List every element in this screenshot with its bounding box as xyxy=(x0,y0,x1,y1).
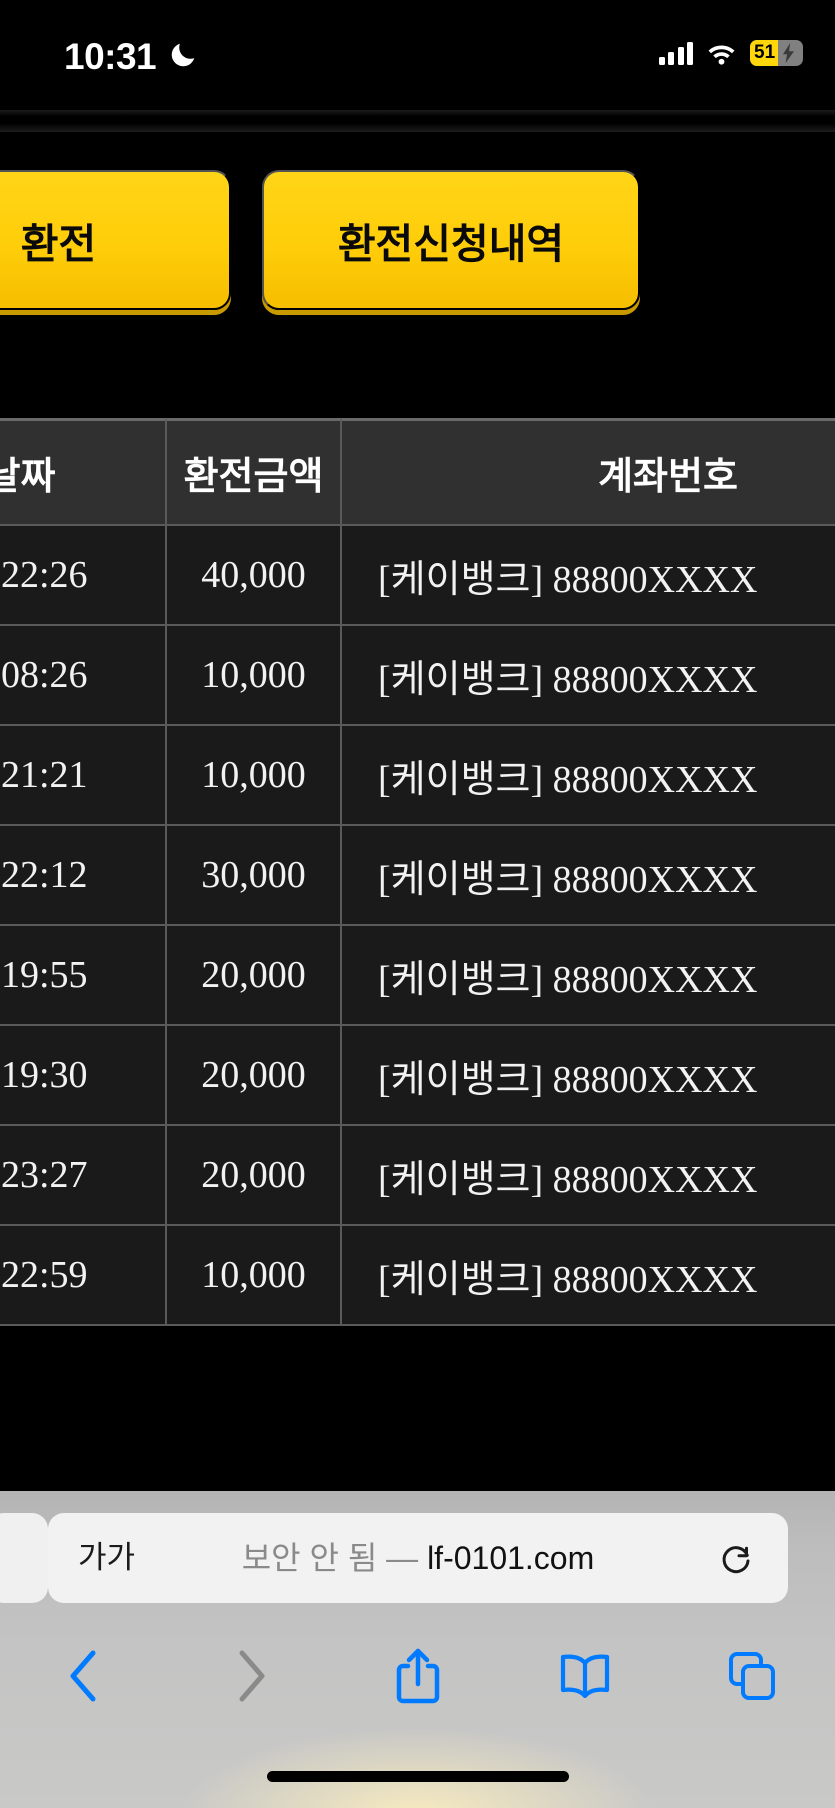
charging-bolt-icon xyxy=(783,43,794,63)
chevron-left-icon xyxy=(70,1650,95,1702)
cell-account: [케이뱅크] 88800XXXX xyxy=(342,626,835,726)
home-indicator xyxy=(266,1771,569,1782)
action-button-row: 환전 환전신청내역 xyxy=(0,170,640,310)
cell-date: 24 22:26 xyxy=(0,526,167,626)
table-header-row: 날짜 환전금액 계좌번호 xyxy=(0,418,835,526)
address-bar[interactable]: 가가 보안 안 됨 — lf-0101.com xyxy=(48,1513,788,1603)
cell-account: [케이뱅크] 88800XXXX xyxy=(342,1026,835,1126)
battery-icon: 51 xyxy=(750,40,803,66)
share-icon xyxy=(396,1648,439,1704)
bookmarks-button[interactable] xyxy=(501,1621,668,1731)
signal-bars-icon xyxy=(658,41,693,65)
cell-account: [케이뱅크] 88800XXXX xyxy=(342,926,835,1026)
cell-account: [케이뱅크] 88800XXXX xyxy=(342,1126,835,1226)
cell-amount: 30,000 xyxy=(167,826,342,926)
cell-amount: 20,000 xyxy=(167,1126,342,1226)
address-host: lf-0101.com xyxy=(427,1540,595,1576)
cell-account: [케이뱅크] 88800XXXX xyxy=(342,726,835,826)
cell-date: 20 22:12 xyxy=(0,826,167,926)
cell-date: 19 23:27 xyxy=(0,1126,167,1226)
cell-amount: 20,000 xyxy=(167,1026,342,1126)
tabs-button[interactable] xyxy=(668,1621,835,1731)
back-button[interactable] xyxy=(0,1621,167,1731)
share-button[interactable] xyxy=(334,1621,501,1731)
forward-button[interactable] xyxy=(167,1621,334,1731)
adjacent-tab-peek[interactable] xyxy=(0,1513,48,1603)
moon-icon xyxy=(171,43,195,67)
browser-toolbar xyxy=(0,1621,835,1731)
book-icon xyxy=(560,1654,609,1698)
page-divider xyxy=(0,110,835,132)
column-header-date: 날짜 xyxy=(0,418,167,526)
cell-amount: 10,000 xyxy=(167,1226,342,1326)
safari-bottom-chrome: 가가 보안 안 됨 — lf-0101.com xyxy=(0,1491,835,1808)
cell-amount: 40,000 xyxy=(167,526,342,626)
cell-account: [케이뱅크] 88800XXXX xyxy=(342,826,835,926)
cell-date: 22 08:26 xyxy=(0,626,167,726)
exchange-button[interactable]: 환전 xyxy=(0,170,231,310)
status-bar-indicators: 51 xyxy=(658,40,803,66)
status-bar-clock: 10:31 xyxy=(64,36,157,77)
wifi-icon xyxy=(708,44,735,65)
status-bar: 10:31 51 xyxy=(0,0,835,108)
exchange-history-button[interactable]: 환전신청내역 xyxy=(262,170,640,310)
cell-date: 20 19:55 xyxy=(0,926,167,1026)
battery-percent-label: 51 xyxy=(754,42,776,63)
reload-icon[interactable] xyxy=(718,1540,754,1576)
cell-date: 19 22:59 xyxy=(0,1226,167,1326)
tabs-icon xyxy=(728,1652,775,1700)
table-header: 날짜 환전금액 계좌번호 xyxy=(0,418,835,526)
address-bar-text: 보안 안 됨 — lf-0101.com xyxy=(48,1513,788,1603)
column-header-amount: 환전금액 xyxy=(167,418,342,526)
web-content: 환전 환전신청내역 날짜 환전금액 계좌번호 24 22:2640,000[케이… xyxy=(0,108,835,1491)
cell-amount: 10,000 xyxy=(167,726,342,826)
cell-date: 20 19:30 xyxy=(0,1026,167,1126)
security-warning-label: 보안 안 됨 xyxy=(241,1540,378,1576)
cell-account: [케이뱅크] 88800XXXX xyxy=(342,1226,835,1326)
cell-amount: 10,000 xyxy=(167,626,342,726)
column-header-account: 계좌번호 xyxy=(342,418,835,526)
address-separator: — xyxy=(386,1540,419,1576)
text-size-button[interactable]: 가가 xyxy=(78,1540,136,1575)
cell-date: 21 21:21 xyxy=(0,726,167,826)
chevron-right-icon xyxy=(239,1650,264,1702)
cell-amount: 20,000 xyxy=(167,926,342,1026)
cell-account: [케이뱅크] 88800XXXX xyxy=(342,526,835,626)
